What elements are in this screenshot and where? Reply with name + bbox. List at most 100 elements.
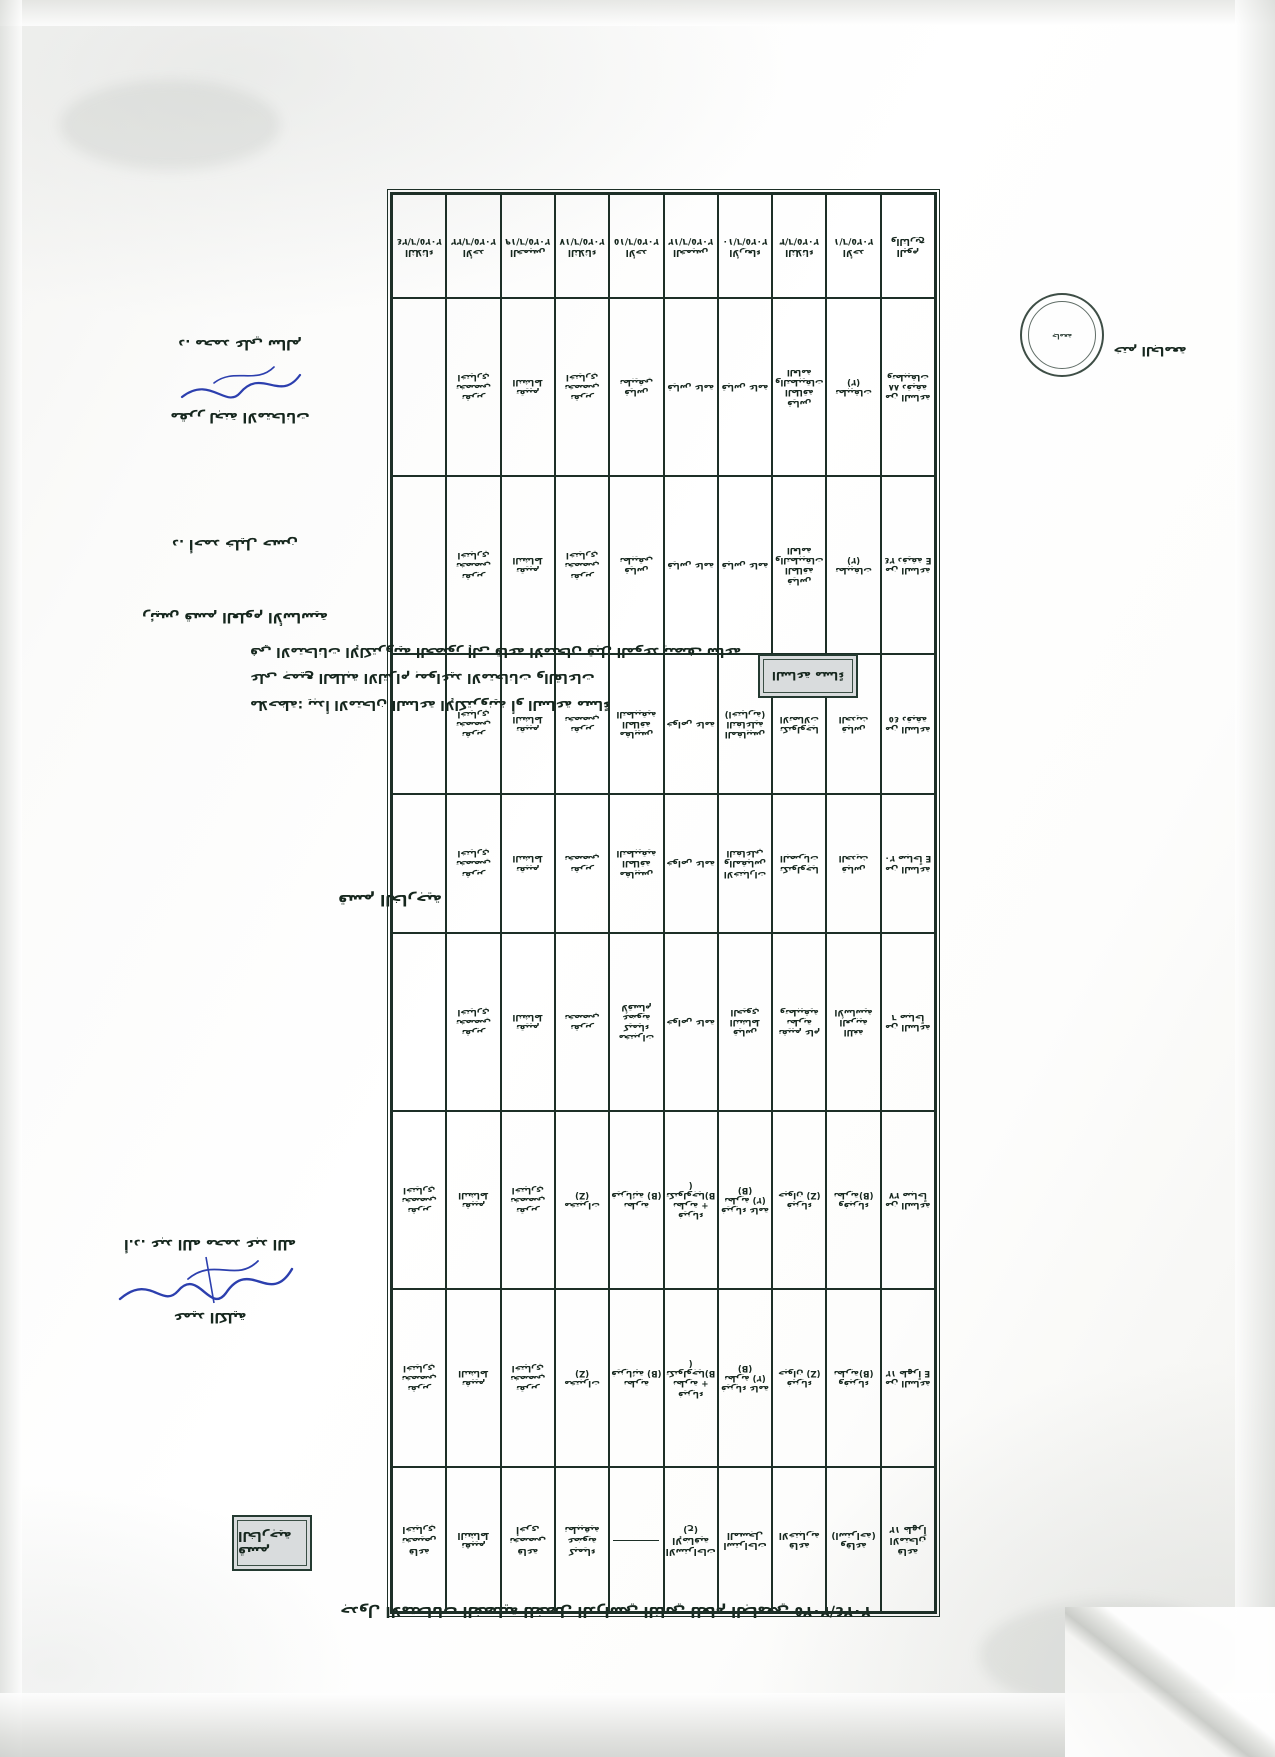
table-cell: مقاييس الطاقة التطبيقية [609, 793, 664, 934]
signature-role-head: رئيس قسم العلوم الأساسية [142, 609, 328, 625]
table-cell [392, 476, 447, 655]
table-cell: تقرير تخصصي اختياري [446, 298, 501, 477]
table-cell: فيزياء نظرية + تكنولوجيا(B) [663, 1111, 718, 1290]
table-cell: اليوم والتاريخ [880, 194, 935, 299]
table-cell: قياس تطبيقي [609, 298, 664, 477]
handwritten-signature-committee [180, 366, 302, 399]
table-cell: خواص عامة [663, 793, 718, 934]
page-corner-fold [1065, 1607, 1275, 1757]
table-row: من الساعة ٨٨ دقيقة وتطبيقات تطبيقات (٢) قي… [392, 298, 935, 477]
empty-cell-dash [613, 1539, 660, 1541]
table-cell: مختبرات كيمياء عضوية لأقسام [609, 933, 664, 1112]
table-header-cell: تقييم النشاط [446, 1467, 501, 1612]
table-cell: قياس تطبيقي [609, 476, 664, 655]
table-cell: نظرية فيزيائية (B) [609, 1289, 664, 1468]
university-stamp: جامعة [1020, 293, 1104, 377]
page-edge-right [1235, 0, 1275, 1757]
signature-block-committee: مقرر لجنة الامتحانات د. محمد علي سالم [140, 333, 340, 427]
stamp-label: ختم الجامعة [1113, 344, 1187, 359]
table-cell: فيزياء عامة نظرية (٢) (B) [717, 1111, 773, 1290]
table-cell: تقرير تخصصي اختياري [446, 793, 501, 934]
table-row: من الساعة ٢٠ صباحاً E قياس الحديث تكنولوجي… [392, 793, 935, 934]
table-header-cell: قاعة تخصصي أخرى [500, 1467, 555, 1612]
table-cell: الأحد ٢٠٢٥/٦/١ [826, 194, 881, 299]
table-cell: من الساعة ١٢ ظهراً E [880, 1289, 935, 1468]
table-cell: الأربعاء ٢٠٢٥/٦/١٠ [717, 194, 773, 299]
table-cell: من الساعة ٢٤ دقيقة E [880, 476, 935, 655]
department-title-text: قسم الخارجية [237, 1520, 307, 1566]
table-cell: الأحد ٢٠٢٥/٦/١٥ [609, 194, 664, 299]
table-cell: من الساعة ٢٧ صباحاً [880, 1111, 935, 1290]
table-cell: اللغة العربية الأساسية [826, 933, 881, 1112]
table-cell: تقرير تخصصي اختياري [446, 476, 501, 655]
table-cell: تقييم النشاط [500, 793, 555, 934]
table-cell [392, 298, 447, 477]
handwritten-signature-dean [118, 1256, 294, 1304]
table-cell: خواص عامة [663, 933, 718, 1112]
table-cell: فيزياء عامة نظرية (٢) (B) [717, 1289, 773, 1468]
signature-name-head: د. أحمد خليل حسن [172, 536, 298, 553]
table-cell: نظرية فيزيائية (B) [609, 1111, 664, 1290]
exam-schedule-table-wrapper: قاعة الامتحان ١٢ ظهراً وقاعة (استراحة) قاع… [387, 189, 940, 1617]
table-row: من الساعة ٢٤ دقيقة E تطبيقات (٢) قياس الطا… [392, 476, 935, 655]
table-cell: تقرير تخصصي اختياري [500, 1289, 555, 1468]
table-row: من الساعة ٢٧ صباحاً وفيزياء نظرية(B) فيزيا… [392, 1111, 935, 1290]
table-cell: فيزياء حيوان (Z) [772, 1111, 827, 1290]
table-cell [392, 933, 447, 1112]
exam-schedule-table: قاعة الامتحان ١٢ ظهراً وقاعة (استراحة) قاع… [391, 193, 936, 1613]
table-cell: قياس الحديث [826, 793, 881, 934]
table-cell: الثلاثاء ٢٠٢٥/٦/١٧ [554, 194, 610, 299]
table-cell: تقييم عام نظرية وتطبيقية [772, 933, 827, 1112]
table-header-cell [609, 1467, 664, 1612]
table-cell: تقرير تخصصي اختياري [392, 1111, 447, 1290]
table-cell: مختبرات (Z) [554, 1111, 610, 1290]
table-cell: تقرير تخصصي [554, 933, 610, 1112]
table-header-cell: استراحات المسجل [717, 1467, 773, 1612]
signature-block-dean: عميد الكلية أ.د. عبد الله محمد عبد الله [100, 1233, 320, 1327]
table-cell: تطبيقات (٢) [826, 298, 881, 477]
table-cell: فيزياء حيوان (Z) [772, 1289, 827, 1468]
table-cell: من الساعة ٢٠ صباحاً E [880, 793, 935, 934]
department-title-box: قسم الخارجية [232, 1515, 312, 1571]
table-cell: قياس الطاقة والتطبيقات العامة [772, 476, 827, 655]
table-cell: الثلاثاء ٢٠٢٥/٦/٣ [772, 194, 827, 299]
page-edge-bottom [0, 1693, 1275, 1757]
table-cell: الأحد ٢٠٢٥/٦/٢٢ [446, 194, 501, 299]
footer-note-line-1: ملاحظة: يبدأ الامتحان الساعة الإلكترونية… [250, 697, 610, 712]
stamp-text: جامعة [1051, 331, 1073, 340]
table-cell: تقرير تخصصي اختياري [446, 933, 501, 1112]
signature-role-dean: عميد الكلية [173, 1309, 247, 1325]
table-cell: تقييم النشاط [500, 476, 555, 655]
footer-note-line-2: على جميع الطلبة الالتزام بمواعيد الامتحا… [250, 670, 595, 686]
table-cell: قياس عامة [663, 298, 718, 477]
signature-role-committee: مقرر لجنة الامتحانات [170, 409, 310, 425]
table-cell: من الساعة ٤٥ دقيقة [880, 654, 935, 794]
table-cell: قياس عامة [717, 476, 773, 655]
table-cell: الخميس ٢٠٢٥/٦/١٢ [663, 194, 718, 299]
table-cell: من الساعة ٦ صباحاً [880, 933, 935, 1112]
table-cell: قياس عامة [717, 298, 773, 477]
table-cell: تكنولوجيا البصريات [772, 793, 827, 934]
table-cell: تقرير تخصصي اختياري [554, 298, 610, 477]
table-header-cell: قاعة الامتحان ١٢ ظهراً [880, 1467, 935, 1612]
table-cell: تقييم النشاط [500, 933, 555, 1112]
table-date-row: اليوم والتاريخ الأحد ٢٠٢٥/٦/١ الثلاثاء ٢٠٢… [392, 194, 935, 299]
signature-name-committee: د. محمد علي سالم [178, 336, 302, 353]
table-cell: وفيزياء نظرية(B) [826, 1111, 881, 1290]
table-cell [392, 793, 447, 934]
footer-note-line-3: في الامتحانات الإلكترونية الحضور إلى قاع… [250, 643, 742, 659]
table-cell: تقرير تخصصي اختياري [554, 476, 610, 655]
page-edge-left [0, 0, 22, 1757]
table-cell: تطبيقات (٢) [826, 476, 881, 655]
signature-name-dean: أ.د. عبد الله محمد عبد الله [123, 1236, 297, 1253]
table-cell: الثلاثاء ٢٠٢٥/٦/٢٤ [392, 194, 447, 299]
table-cell: قياس النشاط الحيوي [717, 933, 773, 1112]
page-edge-top [0, 0, 1275, 26]
table-header-cell: الاستراحات الإضافية (ح) [663, 1467, 718, 1612]
table-cell: مختبرات (Z) [554, 1289, 610, 1468]
table-cell: وفيزياء نظرية(B) [826, 1289, 881, 1468]
table-cell: تقييم النشاط [446, 1111, 501, 1290]
table-header-cell: كيمياء عضوية تطبيقية [554, 1467, 610, 1612]
